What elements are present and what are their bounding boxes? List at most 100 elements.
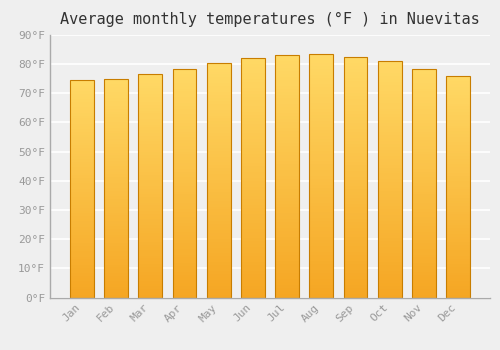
Bar [104,183,128,186]
Bar [310,209,333,212]
Bar [412,100,436,103]
Bar [310,206,333,209]
Bar [207,71,231,75]
Bar [70,194,94,197]
Bar [104,150,128,153]
Bar [344,168,367,171]
Bar [275,204,299,207]
Bar [241,73,265,76]
Bar [275,182,299,186]
Bar [241,205,265,208]
Bar [275,294,299,297]
Bar [310,246,333,249]
Bar [207,145,231,148]
Bar [275,285,299,288]
Bar [275,110,299,113]
Bar [310,288,333,292]
Bar [275,237,299,240]
Bar [446,217,470,220]
Bar [172,252,197,254]
Bar [172,295,197,298]
Bar [70,219,94,222]
Bar [412,212,436,215]
Bar [344,258,367,261]
Bar [412,149,436,152]
Bar [207,186,231,189]
Bar [310,231,333,233]
Bar [104,270,128,273]
Bar [70,151,94,154]
Bar [241,199,265,202]
Bar [412,286,436,289]
Bar [378,91,402,94]
Bar [207,201,231,204]
Bar [172,269,197,272]
Bar [104,180,128,183]
Bar [172,229,197,232]
Bar [275,276,299,279]
Bar [378,188,402,191]
Bar [70,183,94,186]
Bar [241,288,265,292]
Bar [310,255,333,258]
Bar [104,147,128,150]
Bar [378,67,402,70]
Bar [241,157,265,160]
Bar [172,212,197,215]
Bar [70,156,94,159]
Bar [138,116,162,119]
Bar [412,80,436,83]
Bar [275,71,299,74]
Bar [412,252,436,254]
Bar [104,163,128,166]
Bar [275,270,299,273]
Bar [241,175,265,178]
Bar [275,225,299,228]
Bar [344,93,367,96]
Bar [70,137,94,140]
Bar [310,167,333,170]
Bar [138,175,162,177]
Bar [344,294,367,297]
Bar [446,120,470,123]
Bar [104,292,128,295]
Bar [310,270,333,273]
Bar [412,203,436,206]
Bar [70,126,94,129]
Bar [446,189,470,192]
Bar [241,85,265,88]
Bar [70,235,94,238]
Bar [310,185,333,188]
Bar [172,191,197,195]
Bar [344,243,367,246]
Bar [310,158,333,161]
Bar [412,278,436,280]
Bar [310,103,333,106]
Bar [172,132,197,134]
Bar [138,111,162,113]
Bar [104,194,128,196]
Bar [138,147,162,150]
Bar [412,123,436,126]
Bar [207,277,231,280]
Bar [344,171,367,174]
Bar [104,259,128,262]
Bar [138,261,162,264]
Bar [378,244,402,247]
Bar [70,273,94,276]
Bar [378,108,402,111]
Bar [446,128,470,131]
Bar [207,204,231,206]
Bar [241,133,265,136]
Bar [70,213,94,216]
Bar [446,101,470,104]
Bar [70,295,94,298]
Bar [378,259,402,262]
Bar [446,242,470,245]
Bar [310,130,333,133]
Bar [207,242,231,245]
Bar [104,240,128,243]
Bar [446,248,470,250]
Bar [172,89,197,91]
Bar [412,186,436,189]
